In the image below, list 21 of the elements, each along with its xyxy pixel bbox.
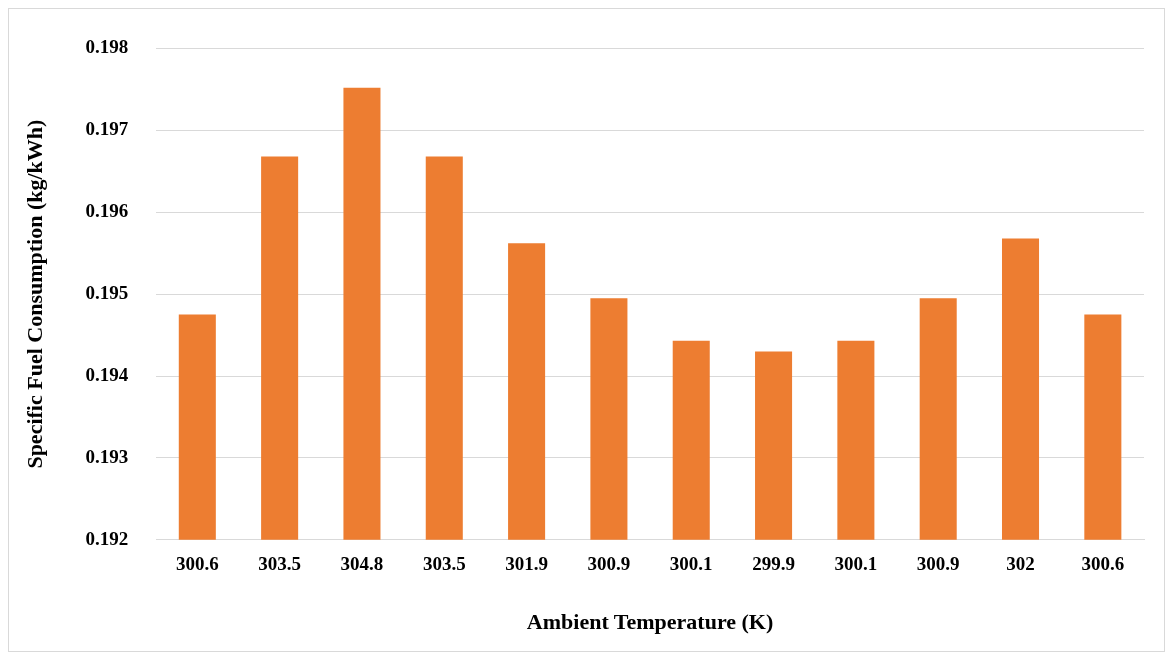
x-tick-label: 300.6: [175, 553, 219, 575]
y-tick-label: 0.192: [85, 527, 129, 549]
y-tick-label: 0.196: [85, 200, 129, 222]
x-tick-label: 300.1: [834, 553, 878, 575]
y-tick-label: 0.198: [85, 36, 129, 58]
x-tick-label: 304.8: [340, 553, 384, 575]
x-tick-label: 299.9: [752, 553, 795, 575]
x-tick-label: 303.5: [258, 553, 302, 575]
x-tick-label: 300.6: [1081, 553, 1125, 575]
y-axis-title: Specific Fuel Consumption (kg/kWh): [21, 119, 47, 469]
x-tick-label: 301.9: [505, 553, 548, 575]
y-tick-label: 0.197: [85, 118, 129, 140]
x-axis-title: Ambient Temperature (K): [526, 609, 774, 635]
x-tick-label: 300.1: [669, 553, 713, 575]
y-tick-label: 0.195: [85, 282, 129, 304]
x-tick-label: 300.9: [916, 553, 960, 575]
y-tick-label: 0.193: [85, 445, 129, 467]
x-tick-label: 303.5: [422, 553, 466, 575]
y-tick-label: 0.194: [85, 363, 129, 385]
x-tick-label: 302: [1006, 553, 1035, 575]
x-tick-label: 300.9: [587, 553, 631, 575]
